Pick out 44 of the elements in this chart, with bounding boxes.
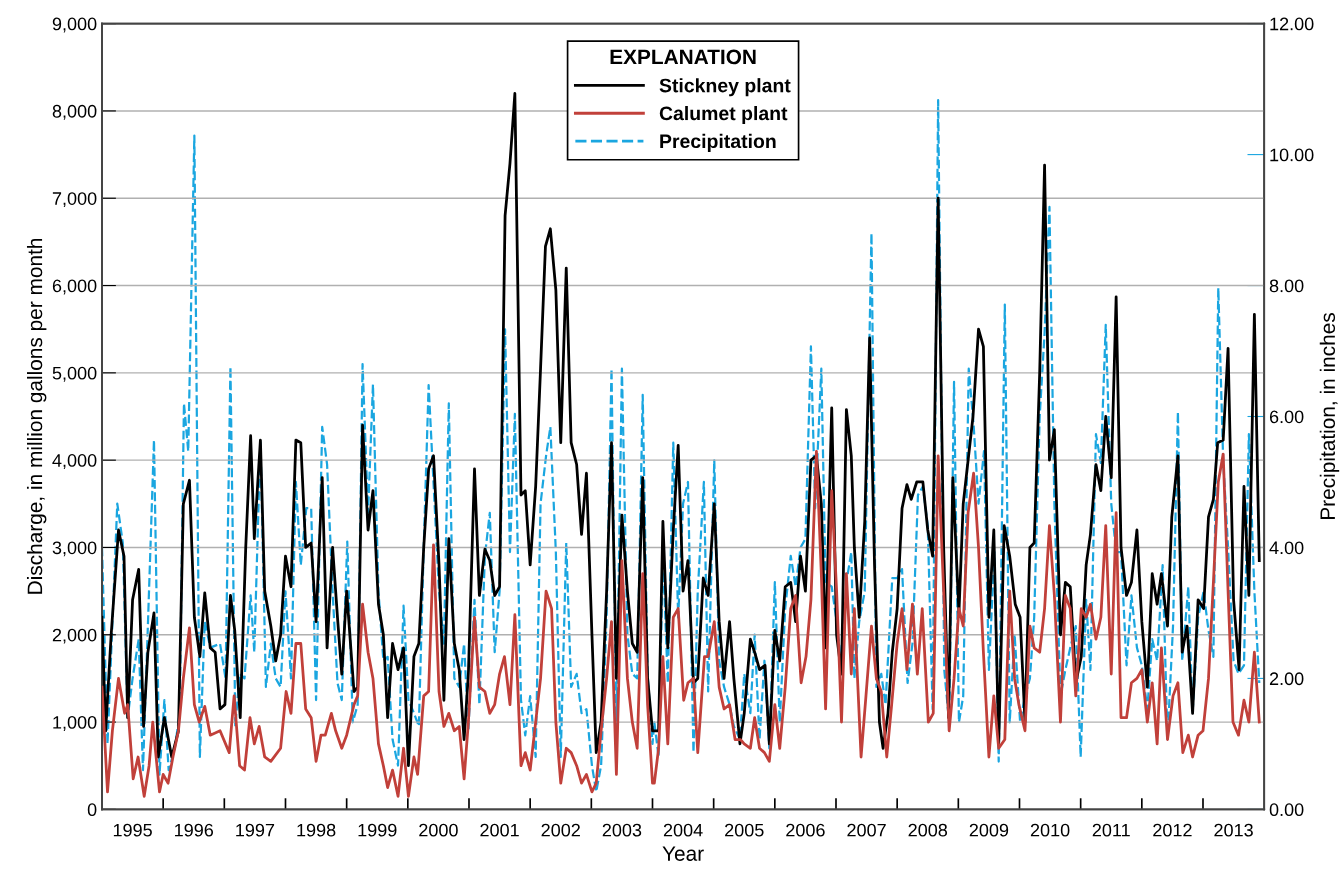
x-tick-label: 2013 [1214, 823, 1253, 837]
y-tick-label: 6,000 [52, 279, 97, 295]
y-tick-label: 5,000 [52, 366, 97, 382]
x-tick-label: 1999 [358, 823, 397, 837]
x-tick-label: 2001 [480, 823, 519, 837]
x-tick-label: 2000 [419, 823, 458, 837]
x-tick-label: 2005 [725, 823, 764, 837]
x-tick-label: 2010 [1030, 823, 1070, 837]
y-tick-label: 4,000 [52, 454, 97, 470]
x-tick-label: 2006 [786, 823, 825, 837]
legend-label: Calumet plant [659, 105, 788, 125]
y2-tick-label: 0.00 [1269, 803, 1304, 817]
y-tick-label: 1,000 [53, 716, 97, 731]
x-axis-title: Year [662, 846, 704, 861]
legend-title: EXPLANATION [610, 49, 756, 65]
x-tick-label: 2011 [1092, 823, 1130, 837]
x-tick-label: 1995 [113, 823, 152, 837]
y2-tick-label: 4.00 [1269, 541, 1304, 555]
y-tick-label: 3,000 [52, 541, 97, 557]
y2-tick-label: 6.00 [1269, 410, 1304, 424]
x-tick-label: 2012 [1153, 823, 1192, 837]
y-tick-label: 0 [87, 803, 97, 817]
y2-axis-title: Precipitation, in inches [1319, 313, 1340, 520]
y-axis-title: Discharge, in million gallons per month [26, 238, 47, 594]
x-tick-label: 1998 [297, 823, 336, 837]
y-tick-label: 2,000 [52, 628, 97, 644]
legend-label: Stickney plant [659, 78, 791, 97]
y2-tick-label: 12.00 [1270, 17, 1314, 31]
y2-tick-label: 10.00 [1270, 148, 1314, 162]
y2-tick-label: 2.00 [1269, 672, 1304, 686]
x-tick-label: 2004 [663, 823, 703, 837]
y-tick-label: 8,000 [52, 104, 97, 120]
x-tick-label: 2009 [969, 823, 1009, 837]
x-tick-label: 1997 [236, 823, 275, 837]
x-tick-label: 2008 [908, 823, 948, 837]
x-tick-label: 2002 [541, 823, 580, 837]
legend-label: Precipitation [660, 133, 776, 152]
y2-tick-label: 8.00 [1269, 279, 1304, 293]
y-tick-label: 7,000 [52, 192, 97, 208]
line-series [101, 450, 1261, 798]
x-tick-label: 2007 [847, 823, 886, 837]
x-tick-label: 2003 [602, 823, 642, 837]
y-tick-label: 9,000 [52, 17, 97, 33]
x-tick-label: 1996 [175, 823, 214, 837]
